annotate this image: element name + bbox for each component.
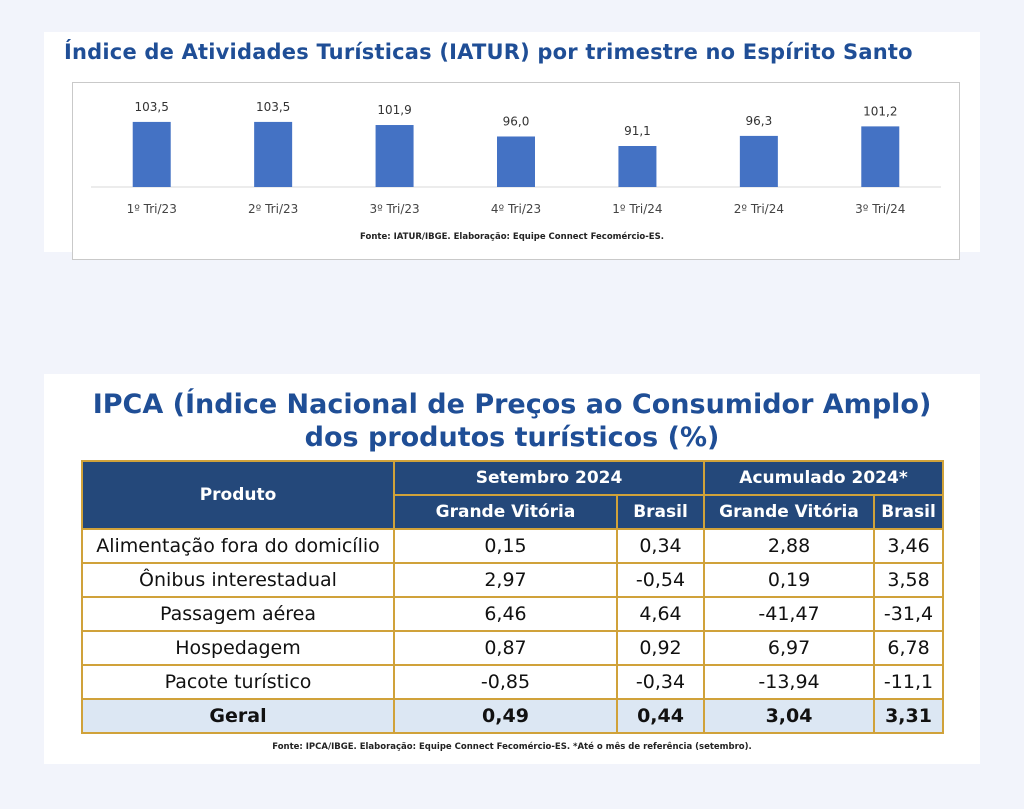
- chart-source-note: Fonte: IATUR/IBGE. Elaboração: Equipe Co…: [360, 232, 664, 242]
- iatur-chart-panel: Índice de Atividades Turísticas (IATUR) …: [44, 32, 980, 260]
- cell-set-gv: 0,87: [393, 630, 618, 666]
- x-tick-label: 1º Tri/24: [612, 202, 662, 216]
- cell-set-br: -0,54: [615, 562, 706, 598]
- bar-chart: 103,5 1º Tri/23 103,5 2º Tri/23 101,9 3º Tri/…: [91, 100, 941, 216]
- cell-acc-br: -11,1: [873, 664, 945, 700]
- table-title-line2: dos produtos turísticos (%): [304, 422, 720, 453]
- chart-title: Índice de Atividades Turísticas (IATUR) …: [64, 40, 913, 64]
- header-acumulado-2024: Acumulado 2024*: [703, 460, 945, 496]
- table-title-line1: IPCA (Índice Nacional de Preços ao Consu…: [92, 389, 932, 420]
- cell-set-gv: 0,15: [393, 528, 618, 564]
- cell-set-br: 0,92: [615, 630, 706, 666]
- header-produto: Produto: [81, 460, 395, 530]
- bar: [497, 136, 535, 187]
- table-row-total: Geral 0,49 0,44 3,04 3,31: [81, 698, 945, 734]
- subheader-grande-vitoria-set: Grande Vitória: [393, 494, 618, 530]
- table-row: Alimentação fora do domicílio 0,15 0,34 …: [81, 528, 945, 564]
- data-label: 101,2: [863, 104, 897, 118]
- cell-set-gv: 2,97: [393, 562, 618, 598]
- table-row: Hospedagem 0,87 0,92 6,97 6,78: [81, 630, 945, 666]
- cell-acc-br: -31,4: [873, 596, 945, 632]
- cell-set-gv: -0,85: [393, 664, 618, 700]
- x-tick-label: 3º Tri/24: [855, 202, 905, 216]
- cell-produto: Pacote turístico: [81, 664, 395, 700]
- subheader-grande-vitoria-acc: Grande Vitória: [703, 494, 876, 530]
- cell-acc-br: 6,78: [873, 630, 945, 666]
- data-label: 103,5: [256, 100, 290, 114]
- data-label: 91,1: [624, 124, 651, 138]
- cell-set-gv: 0,49: [393, 698, 618, 734]
- data-label: 96,0: [503, 114, 530, 128]
- cell-set-gv: 6,46: [393, 596, 618, 632]
- subheader-brasil-acc: Brasil: [873, 494, 945, 530]
- cell-acc-br: 3,46: [873, 528, 945, 564]
- data-label: 96,3: [745, 114, 772, 128]
- subheader-brasil-set: Brasil: [615, 494, 706, 530]
- data-label: 101,9: [377, 103, 411, 117]
- cell-set-br: -0,34: [615, 664, 706, 700]
- x-tick-label: 2º Tri/24: [734, 202, 784, 216]
- cell-produto: Geral: [81, 698, 395, 734]
- x-tick-label: 4º Tri/23: [491, 202, 541, 216]
- cell-acc-gv: 3,04: [703, 698, 876, 734]
- bar: [132, 121, 171, 187]
- bar: [739, 135, 778, 187]
- chart-area: 103,5 1º Tri/23 103,5 2º Tri/23 101,9 3º Tri/…: [72, 82, 960, 260]
- cell-acc-gv: 2,88: [703, 528, 876, 564]
- bar: [375, 125, 414, 187]
- cell-set-br: 0,44: [615, 698, 706, 734]
- cell-acc-gv: 0,19: [703, 562, 876, 598]
- ipca-table-panel: IPCA (Índice Nacional de Preços ao Consu…: [44, 374, 980, 764]
- cell-set-br: 0,34: [615, 528, 706, 564]
- bar: [254, 121, 293, 187]
- cell-produto: Ônibus interestadual: [81, 562, 395, 598]
- x-tick-label: 3º Tri/23: [369, 202, 419, 216]
- cell-acc-gv: -13,94: [703, 664, 876, 700]
- cell-produto: Alimentação fora do domicílio: [81, 528, 395, 564]
- header-setembro-2024: Setembro 2024: [392, 460, 706, 496]
- x-tick-label: 1º Tri/23: [127, 202, 177, 216]
- x-tick-label: 2º Tri/23: [248, 202, 298, 216]
- table-row: Passagem aérea 6,46 4,64 -41,47 -31,4: [81, 596, 945, 632]
- data-label: 103,5: [135, 100, 169, 114]
- cell-produto: Passagem aérea: [81, 596, 395, 632]
- cell-acc-gv: -41,47: [703, 596, 876, 632]
- cell-acc-gv: 6,97: [703, 630, 876, 666]
- bar: [861, 126, 900, 187]
- cell-acc-br: 3,58: [873, 562, 945, 598]
- bar: [618, 146, 657, 187]
- cell-acc-br: 3,31: [873, 698, 945, 734]
- table-row: Ônibus interestadual 2,97 -0,54 0,19 3,5…: [81, 562, 945, 598]
- table-source-note: Fonte: IPCA/IBGE. Elaboração: Equipe Con…: [272, 742, 752, 752]
- ipca-table: Produto Setembro 2024 Acumulado 2024* Gr…: [81, 460, 945, 734]
- table-row: Pacote turístico -0,85 -0,34 -13,94 -11,…: [81, 664, 945, 700]
- cell-produto: Hospedagem: [81, 630, 395, 666]
- cell-set-br: 4,64: [615, 596, 706, 632]
